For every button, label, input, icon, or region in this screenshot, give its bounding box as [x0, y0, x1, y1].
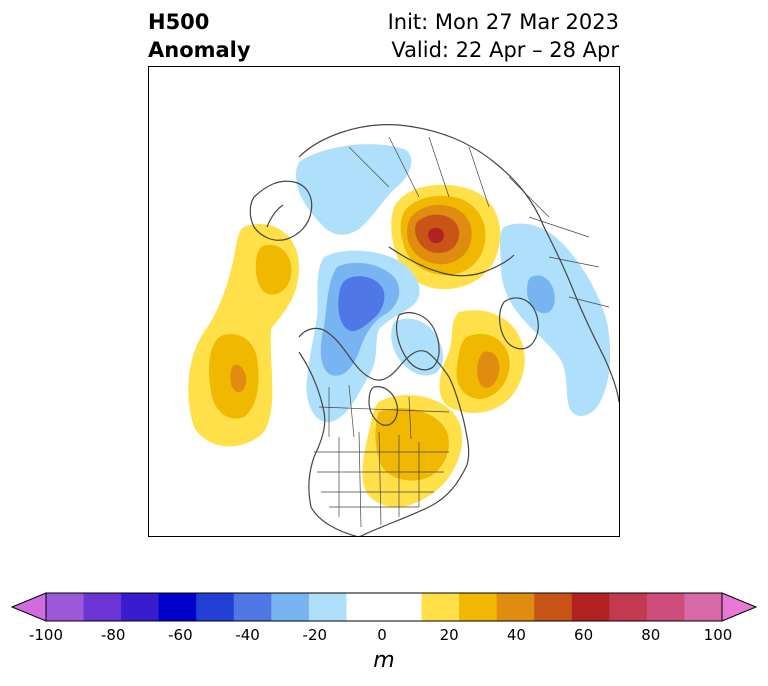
colorbar-bin [684, 593, 723, 621]
colorbar-tick-label: 60 [574, 626, 594, 644]
anomaly-europe-midblue [527, 275, 555, 314]
colorbar-bin [459, 593, 498, 621]
chart-title: H500 Anomaly [148, 8, 251, 64]
colorbar-tick-label: 100 [703, 626, 733, 644]
coast-eurasia [298, 124, 619, 403]
forecast-info: Init: Mon 27 Mar 2023 Valid: 22 Apr – 28… [388, 8, 619, 64]
colorbar-bin [534, 593, 573, 621]
colorbar-bin [571, 593, 610, 621]
anomaly-europe-lightblue [499, 223, 611, 416]
coast-japan [266, 204, 284, 228]
colorbar-bin [384, 593, 423, 621]
colorbar-tick-label: 80 [641, 626, 661, 644]
canada-borders [318, 384, 450, 440]
anomaly-nwcanada-lightblue [296, 144, 412, 235]
anomaly-map [188, 124, 619, 536]
title-line-2: Anomaly [148, 38, 251, 62]
valid-range: Valid: 22 Apr – 28 Apr [391, 38, 619, 62]
colorbar-bins [10, 592, 758, 622]
colorbar-bin [46, 593, 85, 621]
coast-hudson-bay [368, 386, 398, 426]
us-state-borders [314, 431, 449, 528]
colorbar-unit-label: m [373, 648, 395, 673]
colorbar-under-extension [10, 592, 47, 622]
anomaly-eastus-gold [375, 408, 449, 481]
colorbar [10, 592, 758, 622]
colorbar-bin [646, 593, 685, 621]
colorbar-tick-label: -80 [100, 626, 126, 644]
anomaly-siberia-red [428, 227, 444, 244]
anomaly-pacific-orange [230, 364, 247, 393]
anomaly-arctic-blue [338, 276, 385, 332]
coast-siberia [388, 246, 515, 277]
anomaly-nwpac-gold [255, 244, 292, 295]
colorbar-tick-label: -40 [235, 626, 260, 644]
anomaly-atlantic-orange [477, 351, 500, 388]
colorbar-bin [346, 593, 385, 621]
colorbar-tick-label: -100 [28, 626, 64, 644]
colorbar-bin [196, 593, 235, 621]
colorbar-bin [609, 593, 648, 621]
colorbar-bin [496, 593, 535, 621]
negative-anomaly-fills [296, 144, 611, 423]
eurasia-borders [348, 136, 610, 308]
map-frame [148, 66, 620, 537]
coast-greenland [395, 312, 440, 371]
colorbar-tick-label: -60 [168, 626, 193, 644]
colorbar-bin [271, 593, 310, 621]
coast-alaska [249, 180, 313, 241]
coastlines [249, 124, 619, 536]
colorbar-over-extension [721, 592, 758, 622]
colorbar-bin [121, 593, 160, 621]
colorbar-bin [233, 593, 272, 621]
title-line-1: H500 [148, 10, 210, 34]
colorbar-tick-label: 0 [377, 626, 387, 644]
colorbar-bin [158, 593, 197, 621]
coast-north-america [298, 327, 470, 536]
positive-anomaly-fills [188, 184, 525, 508]
colorbar-outline [45, 592, 723, 622]
colorbar-bin [83, 593, 122, 621]
init-date: Init: Mon 27 Mar 2023 [387, 10, 619, 34]
colorbar-tick-label: 20 [439, 626, 459, 644]
colorbar-bin [421, 593, 460, 621]
colorbar-bin [308, 593, 347, 621]
colorbar-tick-label: -20 [302, 626, 328, 644]
colorbar-tick-label: 40 [506, 626, 526, 644]
coast-scandinavia [499, 297, 539, 350]
